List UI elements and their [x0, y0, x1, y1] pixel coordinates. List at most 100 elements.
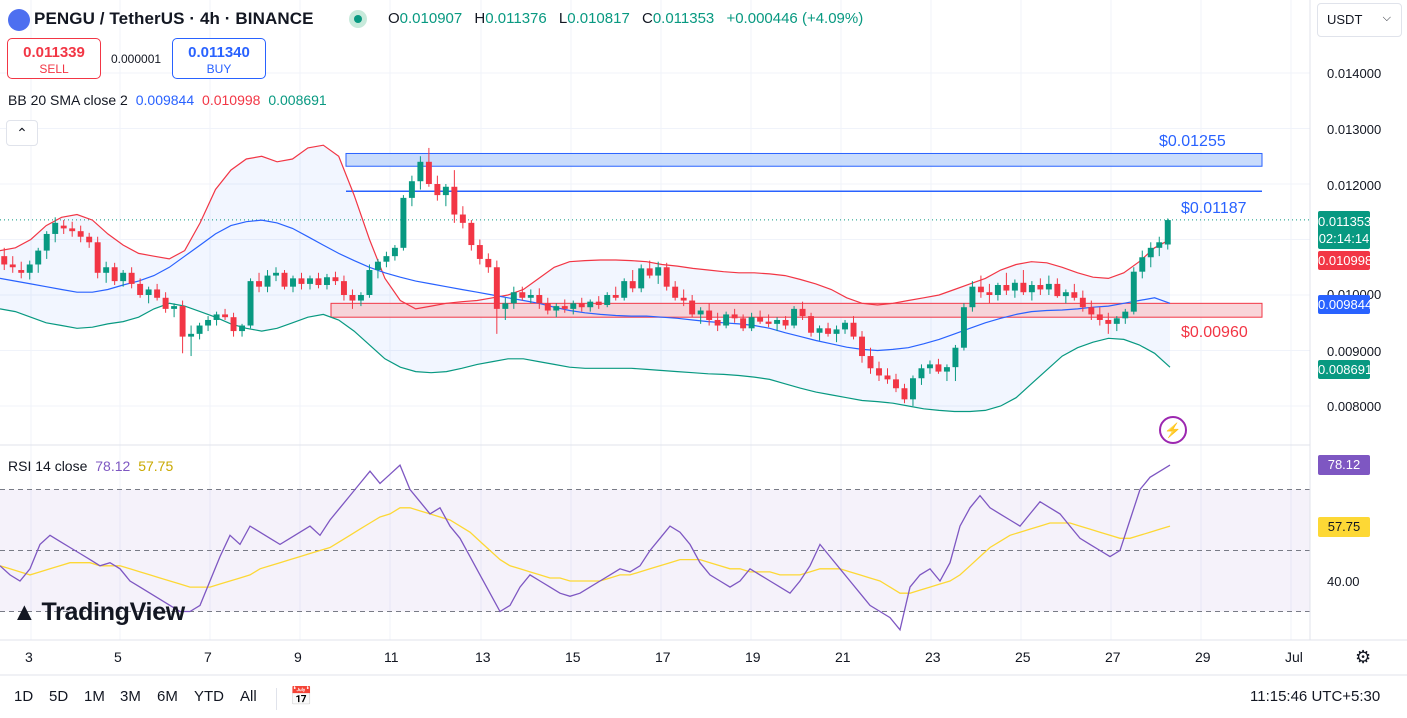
symbol-title[interactable]: PENGU / TetherUS · 4h · BINANCE: [34, 9, 314, 28]
candle-body: [774, 319, 781, 324]
candle-body: [35, 250, 42, 265]
rsi-band-fill: [0, 489, 1310, 612]
timeframe-1d[interactable]: 1D: [14, 688, 34, 705]
candle-body: [731, 314, 738, 319]
candle: [714, 312, 721, 332]
timeframe-all[interactable]: All: [240, 688, 257, 705]
candle: [867, 347, 874, 374]
market-open-status-icon: [349, 10, 367, 28]
candle: [476, 239, 483, 265]
candle: [1088, 300, 1095, 320]
currency-select[interactable]: USDT ⌵: [1317, 3, 1402, 37]
candle-body: [943, 367, 950, 372]
candle-body: [876, 368, 882, 376]
candle: [808, 312, 815, 337]
candle: [357, 292, 364, 307]
buy-price: 0.011340: [188, 44, 250, 61]
candle-body: [383, 256, 390, 262]
candle-body: [1139, 257, 1146, 272]
tradingview-logo[interactable]: ▲ TradingView: [12, 598, 185, 627]
candle: [621, 278, 628, 301]
tradingview-mark-icon: ▲: [12, 598, 37, 626]
candle-body: [1037, 285, 1044, 290]
spread-value: 0.000001: [111, 52, 162, 66]
price-tick: 0.012000: [1327, 178, 1382, 193]
candle-body: [179, 306, 186, 337]
candle-body: [408, 181, 415, 198]
candle: [629, 270, 636, 293]
candle-body: [468, 222, 475, 246]
candle: [901, 383, 908, 404]
candle-body: [578, 303, 585, 308]
low-value: 0.010817: [567, 10, 630, 27]
candle: [884, 368, 891, 384]
timeframe-6m[interactable]: 6M: [157, 688, 178, 705]
candle: [323, 273, 330, 290]
timeframe-5d[interactable]: 5D: [49, 688, 69, 705]
bollinger-legend[interactable]: BB 20 SMA close 2 0.009844 0.010998 0.00…: [8, 92, 327, 108]
candle: [1, 247, 8, 271]
candle-body: [655, 267, 662, 276]
time-tick: 17: [655, 649, 671, 665]
candle-body: [765, 321, 772, 324]
timeframe-3m[interactable]: 3M: [120, 688, 141, 705]
open-value: 0.010907: [399, 10, 463, 27]
rsi-value: 78.12: [95, 458, 131, 474]
buy-button[interactable]: 0.011340 BUY: [172, 38, 266, 79]
candle-body: [247, 281, 254, 326]
candle: [502, 297, 509, 320]
toolbar-divider: [276, 688, 277, 710]
calendar-range-icon[interactable]: 📅: [290, 686, 313, 706]
price-tick: 0.009000: [1327, 344, 1382, 359]
candle: [256, 272, 263, 293]
candle-body: [459, 214, 466, 223]
candle: [994, 282, 1001, 301]
candle: [544, 297, 551, 315]
candle-body: [926, 364, 933, 369]
candle: [943, 364, 950, 382]
candle: [340, 275, 347, 301]
candle: [893, 373, 899, 393]
candle: [757, 310, 764, 324]
candle: [1003, 272, 1010, 295]
last-price-value: 0.011353: [1318, 214, 1372, 229]
candle-body: [103, 267, 110, 273]
candle: [1037, 278, 1044, 295]
candle: [850, 316, 857, 340]
candle: [638, 264, 645, 293]
resistance-label: $0.01187: [1181, 200, 1247, 217]
rsi-name: RSI 14 close: [8, 458, 88, 474]
candle-body: [833, 329, 840, 334]
bb-upper-value: 0.010998: [202, 92, 261, 108]
lightning-icon[interactable]: ⚡: [1159, 416, 1187, 444]
collapse-legend-button[interactable]: ⌃: [6, 120, 38, 146]
candle: [553, 303, 560, 318]
candle: [799, 301, 806, 320]
candle-body: [357, 295, 364, 301]
candle: [69, 221, 76, 237]
sell-button[interactable]: 0.011339 SELL: [7, 38, 101, 79]
candle: [527, 289, 534, 304]
rsi-legend[interactable]: RSI 14 close 78.12 57.75: [8, 458, 173, 474]
candle-body: [315, 278, 322, 286]
time-tick: 27: [1105, 649, 1121, 665]
candle-body: [935, 364, 942, 372]
candle-body: [69, 228, 76, 232]
sell-label: SELL: [39, 62, 69, 76]
candlestick-series[interactable]: [1, 147, 1171, 406]
candle: [374, 258, 381, 279]
bb-lower-line: [0, 302, 1171, 413]
time-tick: 3: [25, 649, 33, 665]
utc-clock[interactable]: 11:15:46 UTC+5:30: [1250, 688, 1381, 705]
time-tick: 29: [1195, 649, 1211, 665]
timeframe-ytd[interactable]: YTD: [194, 688, 224, 705]
candle: [205, 316, 212, 332]
bar-countdown: 02:14:14: [1318, 231, 1370, 246]
settings-gear-icon[interactable]: ⚙: [1355, 647, 1372, 667]
upper-resistance-zone: [345, 152, 1263, 167]
candle: [680, 289, 687, 307]
candle: [188, 325, 195, 357]
timeframe-1m[interactable]: 1M: [84, 688, 105, 705]
candle-body: [1045, 283, 1052, 290]
